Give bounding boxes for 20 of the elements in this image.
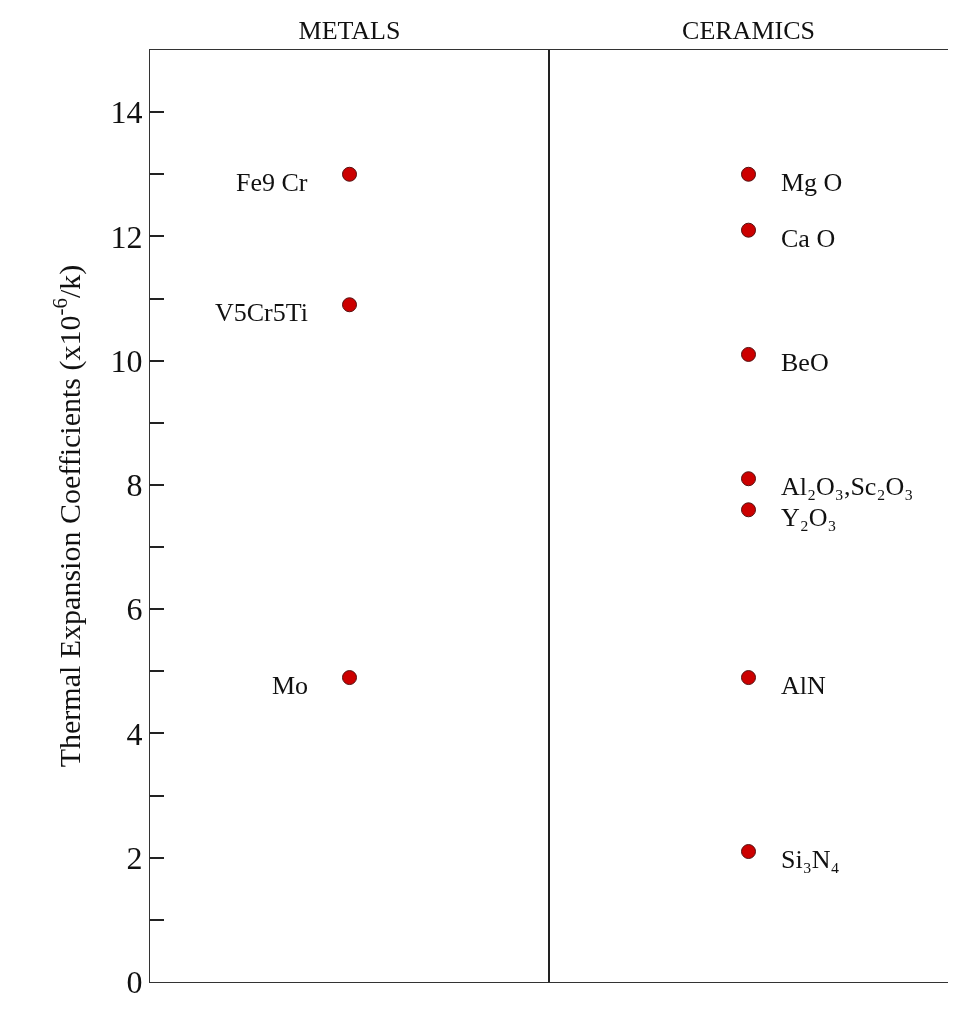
y-tick-label: 6 <box>126 591 143 628</box>
annotation: BeO <box>781 348 829 377</box>
annotation: Al₂O₃,Sc₂O₃ <box>781 472 914 501</box>
y-tick-label: 2 <box>126 839 143 876</box>
annotation: V5Cr5Ti <box>215 298 308 327</box>
x-tick-label: METALS <box>298 15 401 45</box>
annotation: Si₃N₄ <box>781 845 840 874</box>
y-tick-label: 12 <box>110 218 143 255</box>
y-tick-label: 4 <box>126 715 143 752</box>
annotation: Fe9 Cr <box>236 168 308 197</box>
y-tick-label: 10 <box>110 342 143 379</box>
y-tick-label: 8 <box>126 467 143 504</box>
annotation: Mo <box>272 671 309 700</box>
annotation: Mg O <box>781 168 843 197</box>
y-tick-label: 14 <box>110 94 143 131</box>
y-tick-label: 0 <box>126 964 143 1001</box>
x-tick-label: CERAMICS <box>682 15 815 45</box>
annotation: Y₂O₃ <box>781 503 837 532</box>
annotation: AlN <box>781 671 826 700</box>
annotation: Ca O <box>781 224 836 253</box>
